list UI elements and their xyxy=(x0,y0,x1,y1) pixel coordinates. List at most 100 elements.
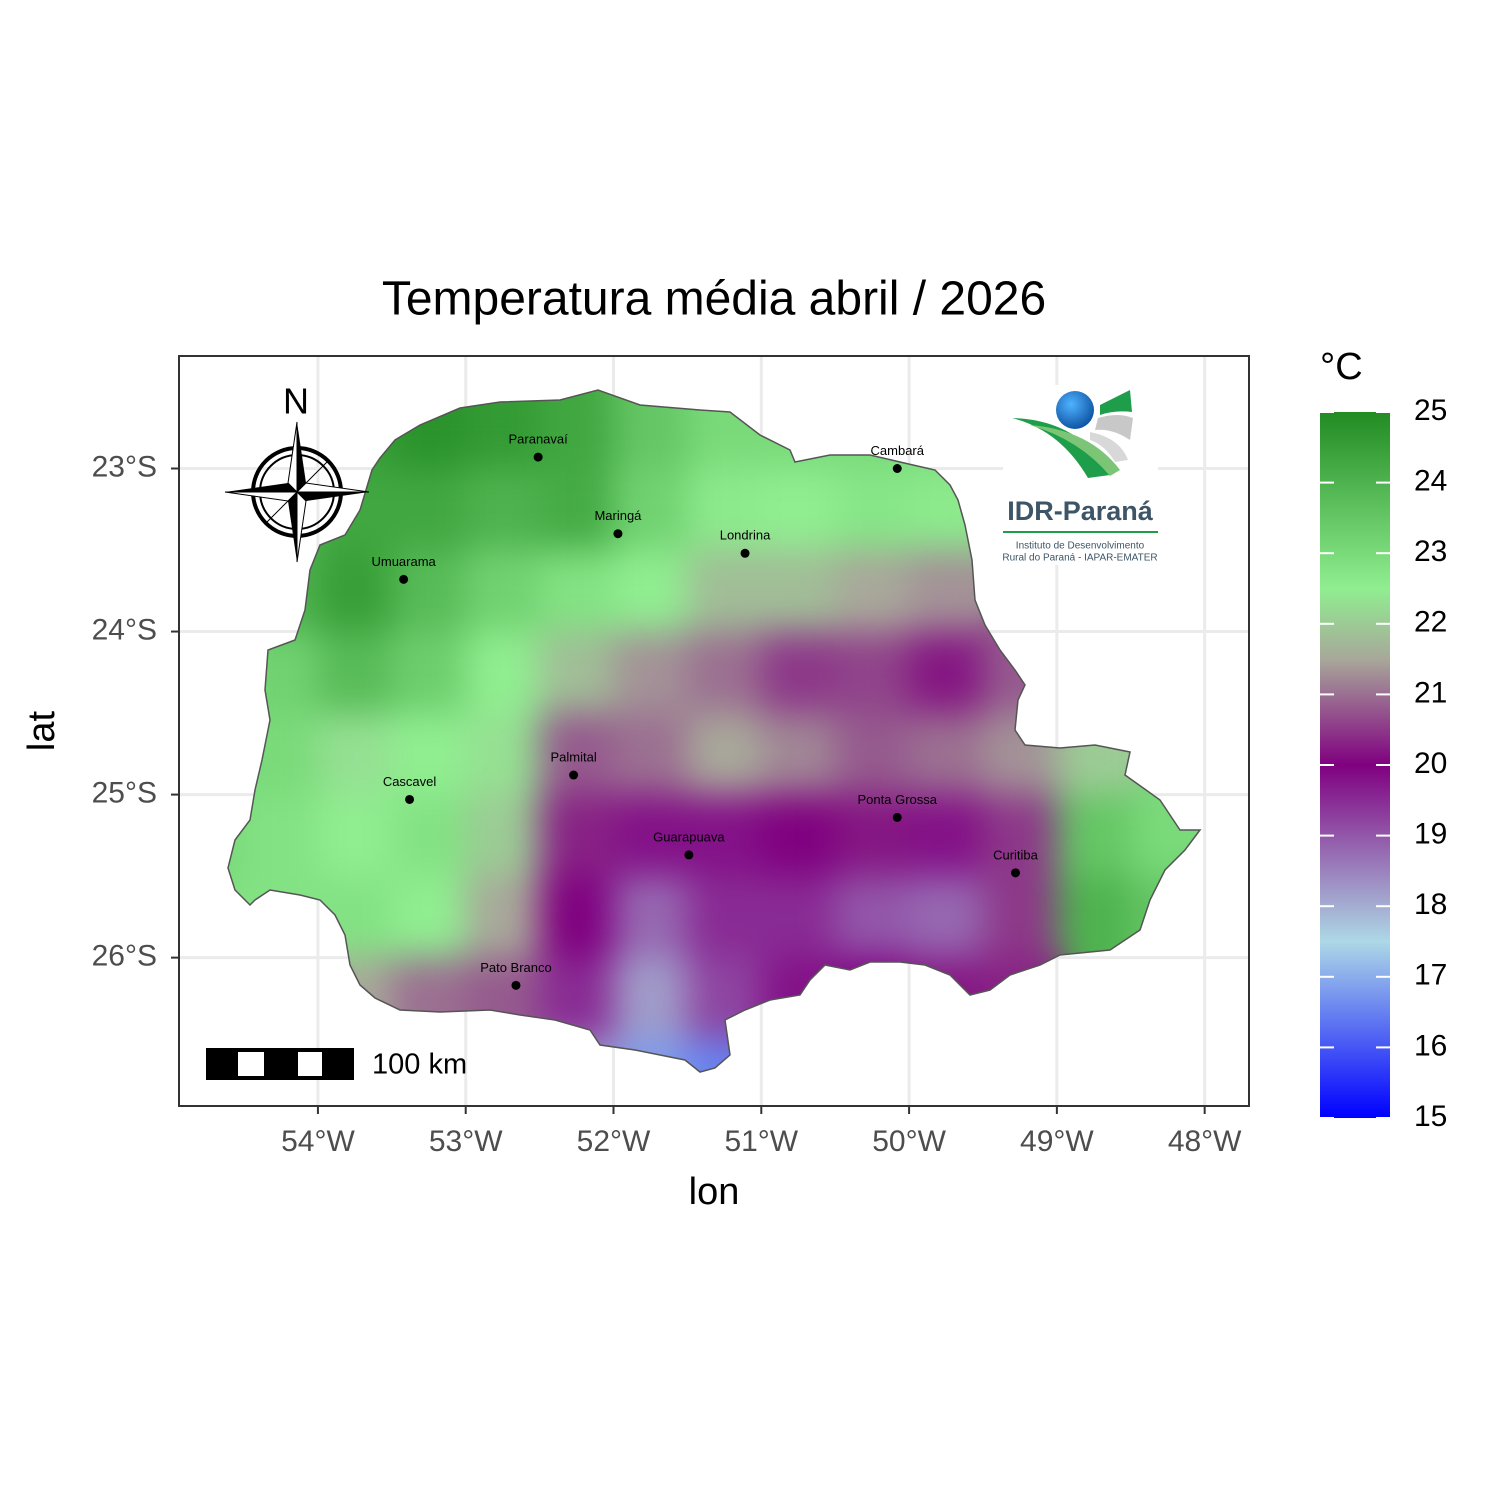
y-tick-label: 25°S xyxy=(92,777,157,810)
city-label: Paranavaí xyxy=(508,432,568,447)
raster-cell xyxy=(613,713,688,796)
scale-bar-segment xyxy=(298,1052,322,1076)
raster-cell xyxy=(835,631,910,714)
raster-cell xyxy=(539,468,615,551)
city-point xyxy=(1010,868,1020,878)
y-tick-label: 24°S xyxy=(92,613,157,646)
raster-cell xyxy=(835,794,910,877)
raster-cell xyxy=(613,876,688,959)
city-label: Umuarama xyxy=(371,554,436,569)
raster-cell xyxy=(761,631,836,714)
raster-cell xyxy=(982,876,1058,959)
raster-cell xyxy=(761,713,836,796)
raster-cell xyxy=(317,713,393,796)
city-point xyxy=(399,574,409,584)
raster-cell xyxy=(391,468,467,551)
legend-title: °C xyxy=(1320,346,1363,388)
raster-cell xyxy=(909,631,984,714)
raster-cell xyxy=(391,550,467,633)
colorbar-label: 21 xyxy=(1414,676,1447,709)
raster-cell xyxy=(613,468,688,551)
city-point xyxy=(511,980,521,990)
raster-cell xyxy=(761,876,836,959)
city-label: Curitiba xyxy=(993,847,1039,862)
raster-cell xyxy=(391,713,467,796)
city-label: Maringá xyxy=(594,508,642,523)
raster-cell xyxy=(539,713,615,796)
scale-bar xyxy=(206,1048,354,1080)
city-label: Guarapuava xyxy=(653,829,725,844)
colorbar-label: 22 xyxy=(1414,606,1447,639)
colorbar-label: 24 xyxy=(1414,465,1447,498)
x-tick-label: 51°W xyxy=(724,1125,798,1158)
logo: IDR-Paraná Instituto de Desenvolvimento … xyxy=(1002,385,1158,565)
raster-cell xyxy=(687,713,762,796)
y-axis-title: lat xyxy=(21,710,63,751)
raster-cell xyxy=(465,876,541,959)
x-tick-label: 52°W xyxy=(577,1125,651,1158)
raster-cell xyxy=(391,631,467,714)
chart-title: Temperatura média abril / 2026 xyxy=(382,273,1046,326)
scale-bar-label: 100 km xyxy=(372,1049,467,1081)
city-label: Pato Branco xyxy=(480,960,552,975)
city-label: Cambará xyxy=(871,443,925,458)
raster-cell xyxy=(687,631,762,714)
scale-bar-segment xyxy=(238,1052,264,1076)
raster-cell xyxy=(539,550,615,633)
legend: 15 16 17 18 19 20 21 22 23 24 25 xyxy=(1320,394,1447,1133)
raster-cell xyxy=(244,794,319,877)
raster-cell xyxy=(539,390,615,469)
raster-cell xyxy=(613,550,688,633)
city-point xyxy=(740,548,750,558)
raster-cell xyxy=(687,876,762,959)
city-point xyxy=(569,770,579,780)
raster-cell xyxy=(465,550,541,633)
raster-cell xyxy=(835,713,910,796)
raster-cell xyxy=(613,794,688,877)
colorbar-label: 19 xyxy=(1414,818,1447,851)
raster-cell xyxy=(539,631,615,714)
axes: 54°W 53°W 52°W 51°W 50°W 49°W 48°W 23°S 24°S 25°S… xyxy=(92,450,1243,1158)
x-tick-label: 50°W xyxy=(872,1125,946,1158)
raster-cell xyxy=(909,876,984,959)
city-point xyxy=(613,529,623,539)
city-point xyxy=(892,464,902,473)
raster-cell xyxy=(982,794,1058,877)
logo-name: IDR-Paraná xyxy=(1007,496,1154,526)
city-point xyxy=(405,794,415,804)
y-tick-label: 26°S xyxy=(92,940,157,973)
raster-cell xyxy=(391,794,467,877)
raster-cell xyxy=(465,713,541,796)
colorbar-label: 23 xyxy=(1414,535,1447,568)
raster-cell xyxy=(613,957,688,1040)
city-label: Londrina xyxy=(720,528,771,543)
colorbar-label: 15 xyxy=(1414,1100,1447,1133)
raster-cell xyxy=(317,550,393,633)
colorbar-label: 16 xyxy=(1414,1029,1447,1062)
raster-cell xyxy=(465,794,541,877)
cities: Paranavaí Maringá Londrina Cambará Umuarama C… xyxy=(371,432,1039,990)
city-point xyxy=(892,812,902,822)
logo-line: Instituto de Desenvolvimento xyxy=(1016,541,1145,552)
x-tick-label: 53°W xyxy=(429,1125,503,1158)
x-tick-label: 49°W xyxy=(1020,1125,1094,1158)
raster-cell xyxy=(465,468,541,551)
panel-border xyxy=(178,355,1250,1107)
raster-cell xyxy=(613,631,688,714)
raster-cell xyxy=(465,631,541,714)
raster-cell xyxy=(835,550,910,633)
logo-line: Rural do Paraná - IAPAR-EMATER xyxy=(1002,553,1157,564)
raster-cell xyxy=(1056,794,1132,877)
raster-cell xyxy=(687,794,762,877)
raster-cell xyxy=(687,550,762,633)
raster-cell xyxy=(317,631,393,714)
x-tick-label: 54°W xyxy=(281,1125,355,1158)
city-label: Cascavel xyxy=(383,774,437,789)
raster-cell xyxy=(835,468,910,551)
colorbar-label: 18 xyxy=(1414,888,1447,921)
x-tick-label: 48°W xyxy=(1168,1125,1242,1158)
raster-cell xyxy=(539,876,615,959)
raster-cell xyxy=(835,876,910,959)
north-arrow xyxy=(224,421,370,563)
